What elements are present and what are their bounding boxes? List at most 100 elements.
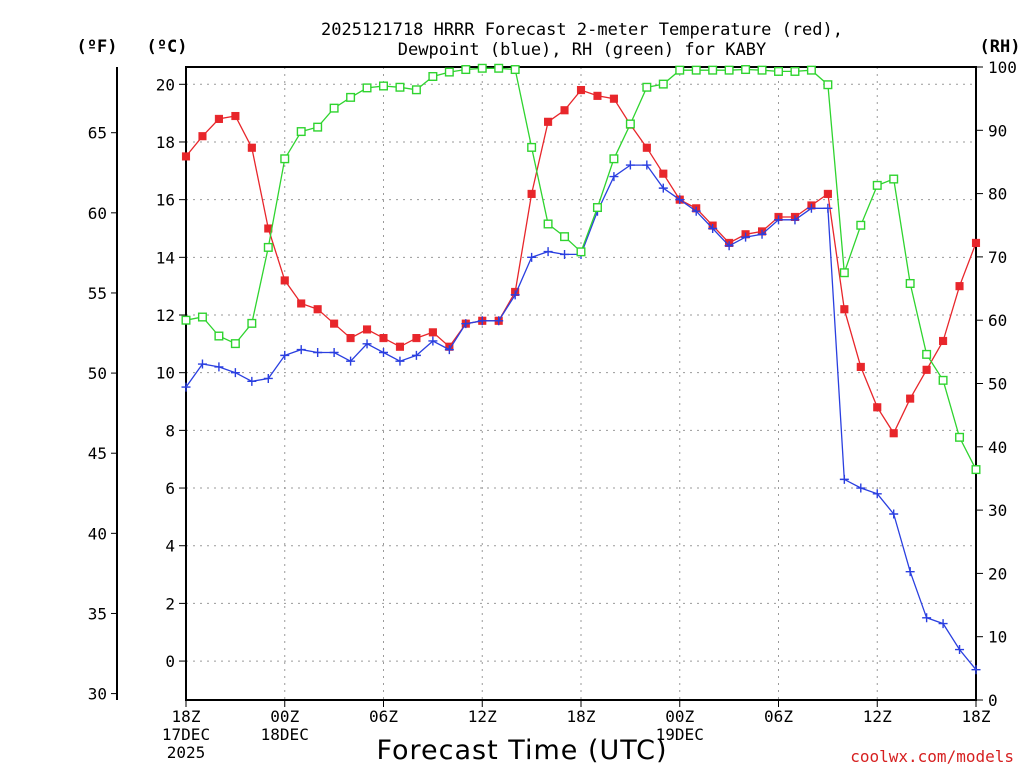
2-meter-temperature-point xyxy=(280,276,289,285)
dewpoint-point xyxy=(362,339,372,349)
2-meter-temperature-point xyxy=(922,365,931,374)
rh-point xyxy=(889,174,899,184)
chart-title-line1: 2025121718 HRRR Forecast 2-meter Tempera… xyxy=(321,20,843,40)
2-meter-temperature-line xyxy=(185,89,977,435)
2-meter-temperature-point xyxy=(231,111,240,121)
dewpoint-point xyxy=(642,160,652,170)
rh-point xyxy=(774,66,784,76)
celsius-tick-label: 0 xyxy=(165,652,175,671)
x-tick-label: 18Z xyxy=(567,707,596,726)
rh-point xyxy=(576,247,586,257)
dewpoint-point xyxy=(971,665,981,675)
2-meter-temperature-point xyxy=(576,86,586,95)
rh-point xyxy=(741,65,751,75)
rh-unit-label: (RH) xyxy=(980,37,1021,57)
rh-tick-label: 30 xyxy=(988,501,1007,520)
fahrenheit-tick-label: 50 xyxy=(88,364,107,383)
x-tick-label: 18Z xyxy=(172,707,201,726)
dewpoint-point xyxy=(197,359,207,369)
dewpoint-point xyxy=(625,160,635,170)
rh-point xyxy=(560,232,570,242)
2-meter-temperature-point xyxy=(330,319,339,328)
2-meter-temperature-point xyxy=(889,429,898,438)
2-meter-temperature-point xyxy=(362,325,372,334)
fahrenheit-tick-label: 30 xyxy=(88,685,107,704)
celsius-tick-label: 6 xyxy=(165,479,175,498)
dewpoint-point xyxy=(905,567,915,577)
celsius-tick-label: 18 xyxy=(156,133,175,152)
rh-point xyxy=(625,119,635,129)
credit-label: coolwx.com/models xyxy=(850,747,1014,766)
rh-point xyxy=(543,219,553,229)
rh-point xyxy=(527,142,537,152)
dewpoint-point xyxy=(181,382,191,392)
dewpoint-point xyxy=(379,347,388,357)
rh-point xyxy=(444,67,454,77)
dewpoint-point xyxy=(823,203,833,213)
rh-point xyxy=(839,268,849,278)
x-tick-label: 06Z xyxy=(369,707,398,726)
x-tick-label: 18Z xyxy=(962,707,991,726)
rh-tick-label: 40 xyxy=(988,438,1007,457)
rh-tick-label: 70 xyxy=(988,248,1007,267)
dewpoint-point xyxy=(214,362,224,372)
celsius-tick-label: 16 xyxy=(156,191,175,210)
fahrenheit-tick-label: 60 xyxy=(88,204,107,223)
chart-title-line2: Dewpoint (blue), RH (green) for KABY xyxy=(398,40,766,60)
rh-point xyxy=(642,82,652,92)
dewpoint-point xyxy=(444,345,454,355)
2-meter-temperature-point xyxy=(955,282,964,291)
dewpoint-point xyxy=(296,345,306,355)
dewpoint-point xyxy=(461,319,471,329)
2-meter-temperature-point xyxy=(395,342,405,351)
dewpoint-point xyxy=(675,195,685,205)
rh-point xyxy=(395,82,405,92)
dewpoint-point xyxy=(955,645,965,655)
rh-point xyxy=(971,465,981,475)
2-meter-temperature-point xyxy=(560,106,569,115)
dewpoint-point xyxy=(543,247,553,257)
x-tick-label: 00Z xyxy=(270,707,299,726)
dewpoint-point xyxy=(806,203,816,213)
dewpoint-point xyxy=(856,483,866,493)
rh-point xyxy=(428,71,438,81)
celsius-tick-label: 2 xyxy=(165,594,175,613)
rh-point xyxy=(181,315,191,325)
rh-point xyxy=(922,349,932,359)
2-meter-temperature-point xyxy=(527,189,536,198)
dewpoint-point xyxy=(658,183,668,193)
celsius-tick-label: 20 xyxy=(156,75,175,94)
2-meter-temperature-point xyxy=(247,143,256,152)
rh-tick-label: 0 xyxy=(988,691,998,710)
2-meter-temperature-point xyxy=(856,362,865,371)
rh-point xyxy=(872,180,882,190)
rh-point xyxy=(247,318,257,328)
rh-point xyxy=(411,85,421,95)
rh-point xyxy=(362,83,372,93)
rh-point xyxy=(757,65,767,75)
x-tick-label: 06Z xyxy=(764,707,793,726)
x-tick-label: 12Z xyxy=(863,707,892,726)
2-meter-temperature-point xyxy=(313,305,322,314)
2-meter-temperature-point xyxy=(939,336,948,346)
rh-point xyxy=(313,122,323,132)
rh-point xyxy=(230,339,240,349)
2-meter-temperature-point xyxy=(609,94,618,103)
rh-point xyxy=(510,65,520,75)
dewpoint-point xyxy=(790,215,800,225)
rh-tick-label: 90 xyxy=(988,121,1007,140)
rh-point xyxy=(955,432,965,442)
dewpoint-point xyxy=(724,241,734,251)
fahrenheit-tick-label: 65 xyxy=(88,124,107,143)
rh-tick-label: 20 xyxy=(988,564,1007,583)
dewpoint-point xyxy=(263,373,273,383)
rh-tick-label: 60 xyxy=(988,311,1007,330)
rh-point xyxy=(724,65,734,75)
dewpoint-point xyxy=(757,229,767,239)
celsius-tick-label: 8 xyxy=(165,421,175,440)
rh-point xyxy=(856,220,866,230)
rh-point xyxy=(905,278,915,288)
2-meter-temperature-point xyxy=(823,189,832,198)
x-axis-title: Forecast Time (UTC) xyxy=(376,735,667,766)
dewpoint-point xyxy=(938,619,948,629)
